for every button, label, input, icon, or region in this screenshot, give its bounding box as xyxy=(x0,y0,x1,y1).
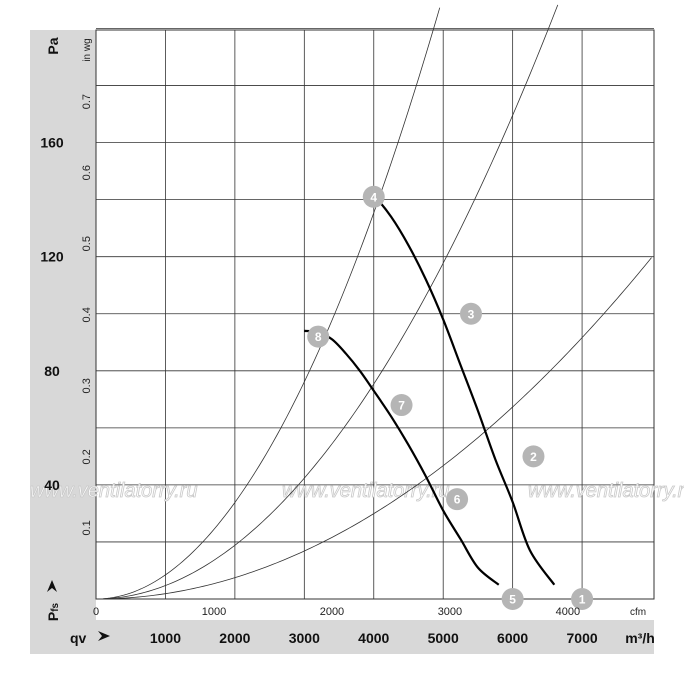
y-tick-label: 160 xyxy=(40,135,64,151)
operating-points: 1 2 3 4 5 6 7 8 xyxy=(307,185,594,610)
x-tick-label: 3000 xyxy=(289,630,320,646)
x-tick-label: 7000 xyxy=(567,630,598,646)
x-tick-label: 4000 xyxy=(358,630,389,646)
operating-point-7: 7 xyxy=(390,394,413,417)
x-secondary-unit-label: cfm xyxy=(630,607,646,618)
y-tick-label: 80 xyxy=(44,363,60,379)
x-secondary-tick-label: 1000 xyxy=(202,606,226,618)
plot-frame xyxy=(95,29,655,600)
y-axis-label: Pfs xyxy=(45,602,61,621)
operating-point-3: 3 xyxy=(459,302,482,325)
plot-area xyxy=(96,30,654,599)
x-unit-label: m³/h xyxy=(625,630,655,646)
y-secondary-tick-label: 0.1 xyxy=(81,520,93,535)
operating-point-label: 4 xyxy=(370,190,377,204)
fan-curve-1 xyxy=(366,190,556,586)
watermark-text: www.ventilatorry.ru xyxy=(282,480,449,502)
x-tick-label: 1000 xyxy=(150,630,181,646)
y-unit-label: Pa xyxy=(45,37,61,54)
watermark: www.ventilatorry.ru www.ventilatorry.ru ww… xyxy=(30,480,684,503)
y-secondary-tick-label: 0.7 xyxy=(81,94,93,109)
left-axis-band xyxy=(30,30,96,654)
x-tick-label: 5000 xyxy=(428,630,459,646)
y-secondary-tick-label: 0.6 xyxy=(81,165,93,180)
system-curve-1 xyxy=(95,7,441,600)
operating-point-marker xyxy=(307,325,330,348)
operating-point-label: 2 xyxy=(530,450,537,464)
operating-point-marker xyxy=(459,302,482,325)
x-secondary-tick-label: 2000 xyxy=(320,606,344,618)
fan-curves xyxy=(304,190,556,586)
operating-point-marker xyxy=(522,445,545,468)
y-secondary-tick-label: 0.5 xyxy=(81,236,93,251)
bottom-axis-band xyxy=(30,620,654,654)
operating-point-label: 8 xyxy=(315,330,322,344)
y-secondary-tick-label: 0.2 xyxy=(81,449,93,464)
operating-point-2: 2 xyxy=(522,445,545,468)
operating-point-label: 1 xyxy=(579,593,586,607)
y-secondary-unit-label: in wg xyxy=(82,38,93,61)
x-secondary-tick-label: 4000 xyxy=(556,606,580,618)
operating-point-4: 4 xyxy=(362,185,385,208)
x-axis-arrow-icon xyxy=(98,631,110,641)
y-tick-label: 120 xyxy=(40,249,64,265)
watermark-text: www.ventilatorry.ru xyxy=(528,480,684,502)
system-curves xyxy=(95,4,652,600)
y-secondary-tick-label: 0.4 xyxy=(81,307,93,322)
operating-point-5: 5 xyxy=(501,588,524,610)
system-curve-3 xyxy=(95,257,652,600)
y-tick-label: 40 xyxy=(44,477,60,493)
y-secondary-tick-label: 0.3 xyxy=(81,378,93,393)
operating-point-label: 5 xyxy=(509,593,516,607)
operating-point-marker xyxy=(390,394,413,417)
x-secondary-tick-label: 3000 xyxy=(438,606,462,618)
x-tick-label: 2000 xyxy=(219,630,250,646)
operating-point-1: 1 xyxy=(571,588,594,610)
operating-point-label: 7 xyxy=(398,399,405,413)
x-tick-label: 6000 xyxy=(497,630,528,646)
operating-point-marker xyxy=(501,588,524,610)
operating-point-6: 6 xyxy=(446,488,469,511)
operating-point-8: 8 xyxy=(307,325,330,348)
operating-point-label: 3 xyxy=(468,307,475,321)
operating-point-marker xyxy=(362,185,385,208)
operating-point-label: 6 xyxy=(454,493,461,507)
fan-curve-2 xyxy=(304,329,500,586)
system-curve-2 xyxy=(95,4,559,600)
x-secondary-tick-label: 0 xyxy=(93,606,99,618)
watermark-text: www.ventilatorry.ru xyxy=(30,480,197,502)
operating-point-marker xyxy=(446,488,469,511)
y-axis-arrow-icon xyxy=(47,580,57,592)
operating-point-marker xyxy=(571,588,594,610)
x-axis-label: qv xyxy=(70,630,87,646)
